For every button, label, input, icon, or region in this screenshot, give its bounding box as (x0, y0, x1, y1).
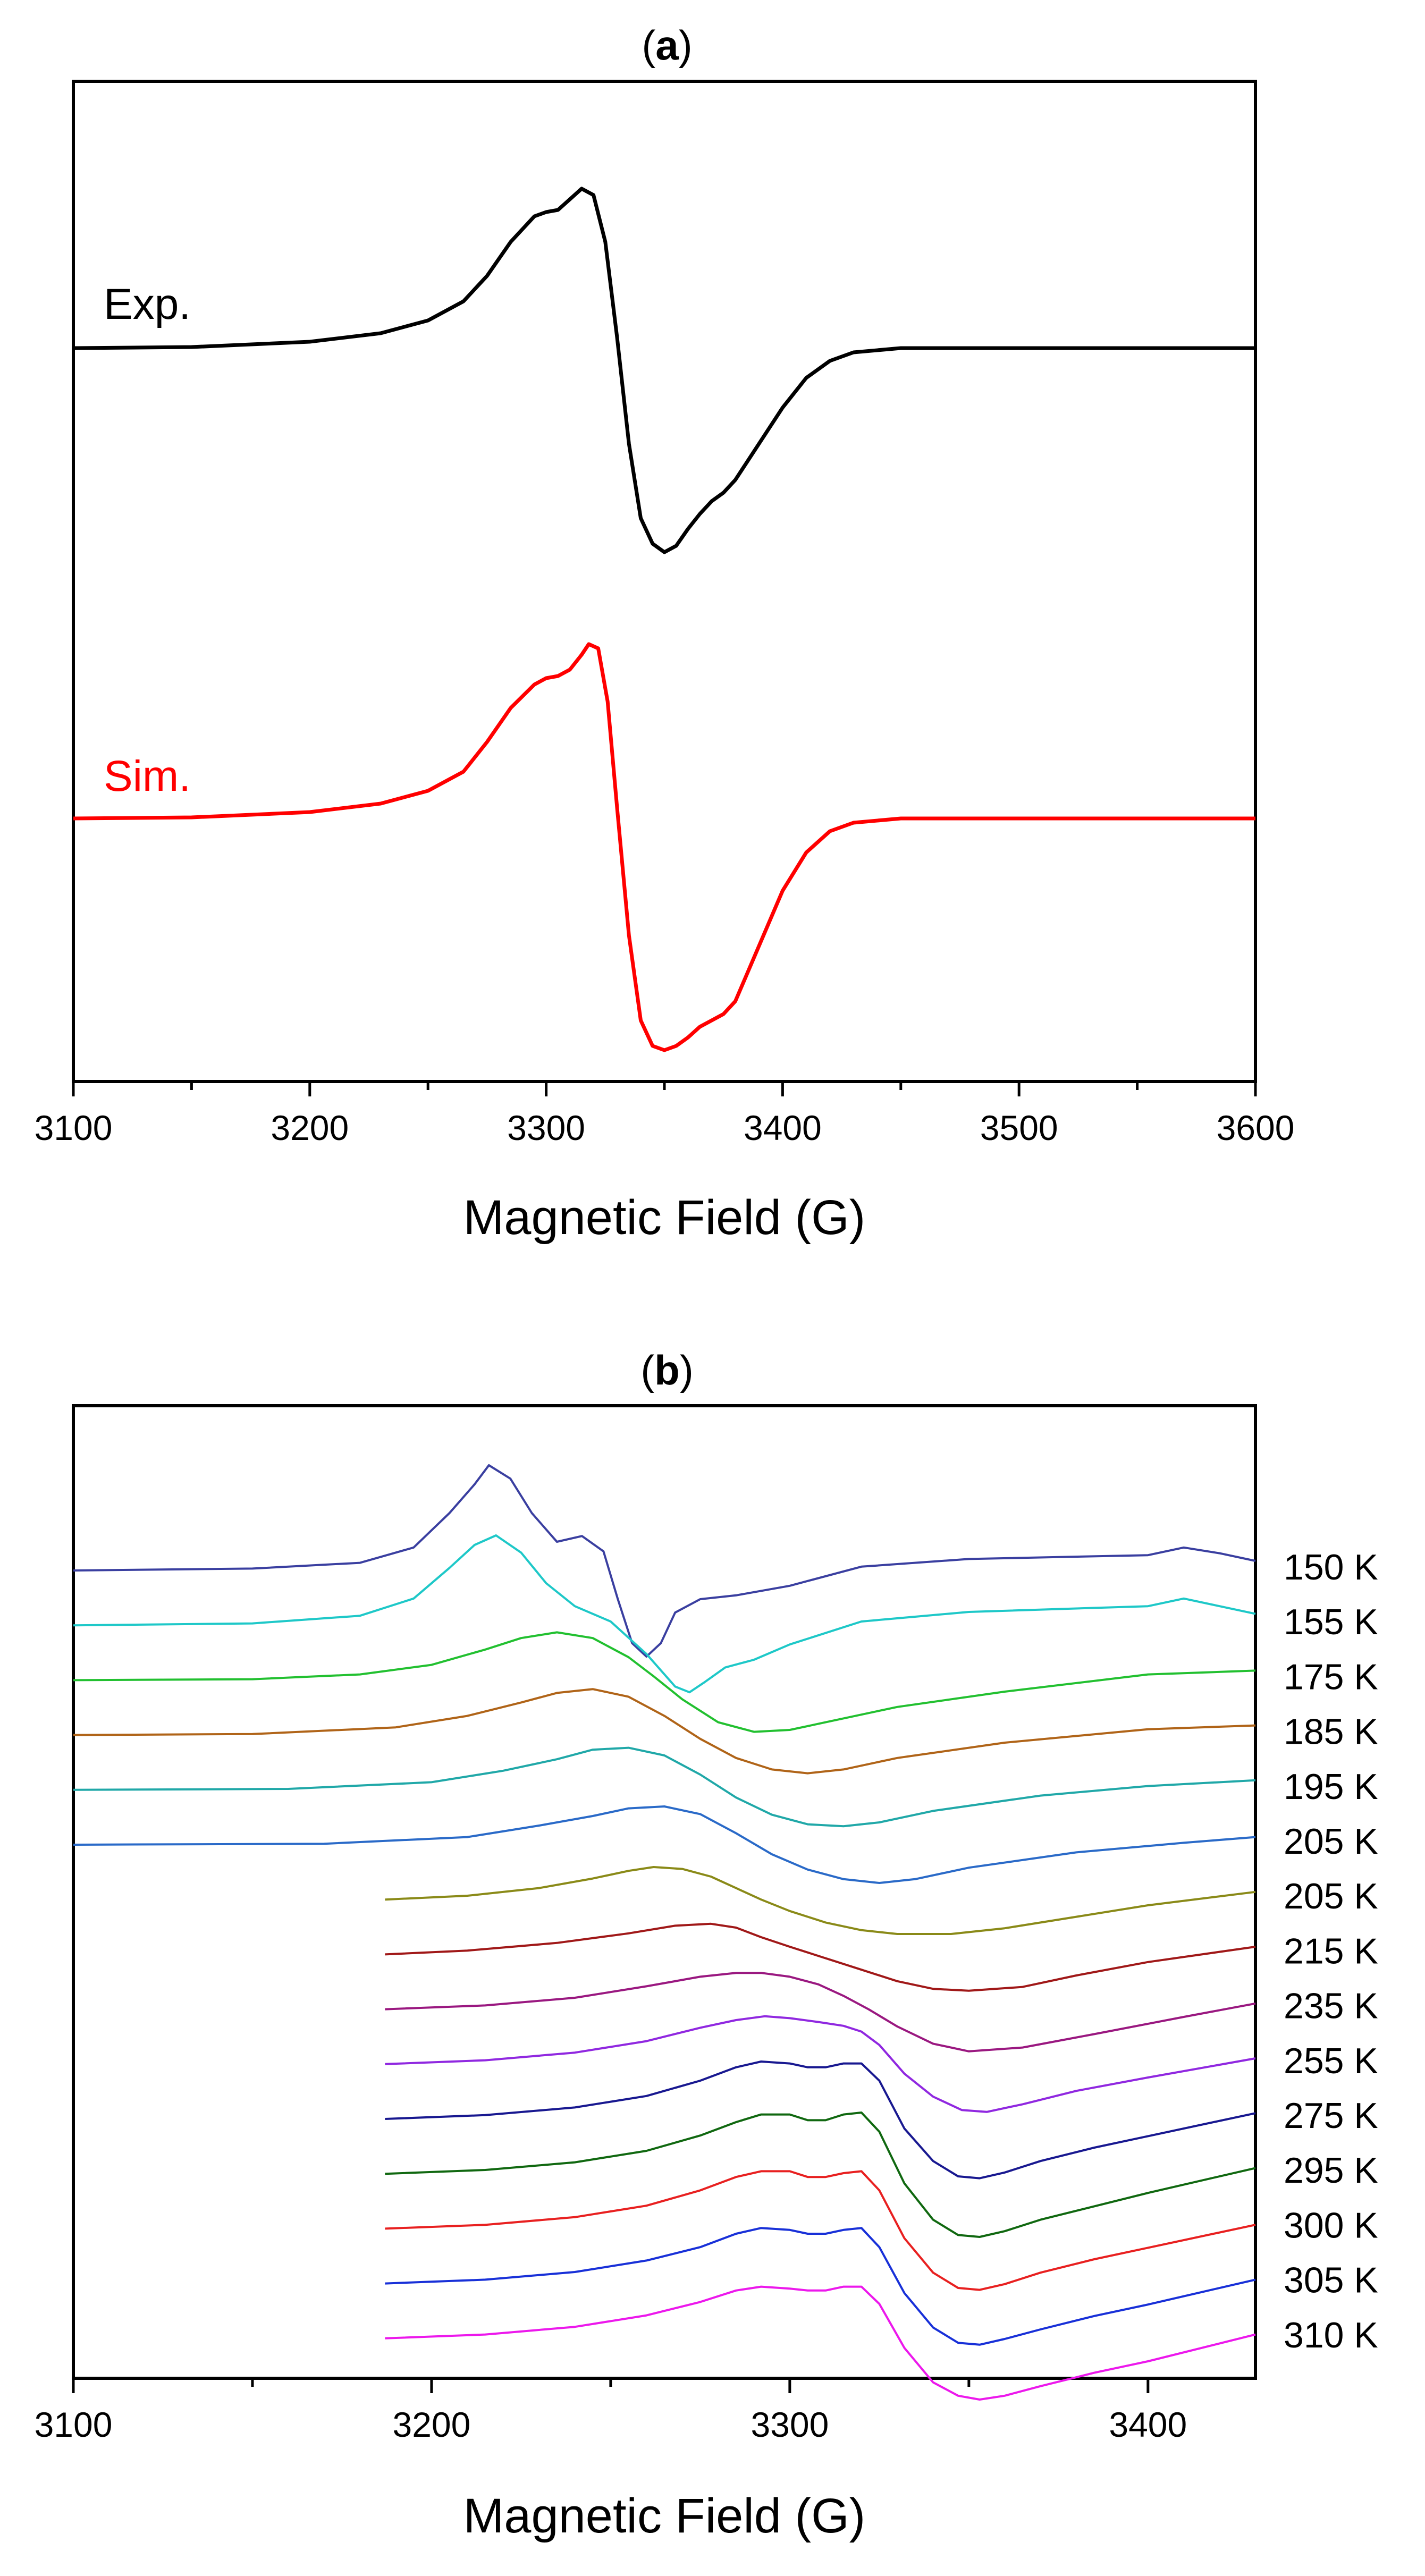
series-line (73, 1534, 1256, 1694)
series-label-sim: Sim. (104, 752, 191, 800)
panel-b-title: (b) (640, 1347, 694, 1393)
series-line (385, 1866, 1256, 1935)
series-label: 300 K (1284, 2205, 1378, 2245)
panel-a-series: Exp. Sim. (73, 187, 1255, 1052)
panel-b-series (73, 1464, 1256, 2401)
series-line (385, 2060, 1256, 2180)
series-line-sim (73, 642, 1255, 1052)
series-label: 275 K (1284, 2096, 1378, 2136)
series-line (73, 1688, 1256, 1775)
panel-letter: b (654, 1347, 680, 1393)
series-line (385, 2015, 1256, 2113)
x-tick-label: 3100 (35, 1108, 113, 1147)
x-tick-label: 3200 (271, 1108, 349, 1147)
x-tick-label: 3600 (1217, 1108, 1295, 1147)
panel-b-frame (72, 1404, 1257, 2380)
series-line (385, 2112, 1256, 2238)
panel-b-temperature-labels: 150 K 155 K 175 K 185 K 195 K 205 K 205 K 215 K… (1284, 1547, 1378, 2355)
panel-a-x-axis: 3100 3200 3300 3400 3500 3600 (35, 1082, 1295, 1147)
panel-a-x-axis-label: Magnetic Field (G) (463, 1190, 866, 1245)
series-label: 295 K (1284, 2150, 1378, 2191)
series-label: 205 K (1284, 1876, 1378, 1916)
series-line (385, 2170, 1256, 2291)
x-tick-label: 3300 (507, 1108, 585, 1147)
series-line (73, 1805, 1256, 1884)
x-tick-label: 3100 (35, 2405, 113, 2444)
panel-a-title: (a) (642, 22, 692, 69)
series-label: 155 K (1284, 1602, 1378, 1642)
series-line (73, 1464, 1256, 1658)
panel-b-x-axis-label: Magnetic Field (G) (463, 2489, 866, 2543)
x-tick-label: 3200 (393, 2405, 471, 2444)
x-tick-label: 3400 (744, 1108, 822, 1147)
series-line (385, 1922, 1256, 1992)
series-line (385, 1972, 1256, 2053)
series-label: 175 K (1284, 1657, 1378, 1697)
panel-b-x-axis: 3100 3200 3300 3400 (35, 2378, 1187, 2444)
x-tick-label: 3500 (980, 1108, 1058, 1147)
series-label: 255 K (1284, 2041, 1378, 2081)
series-label: 195 K (1284, 1767, 1378, 1807)
series-line (385, 2227, 1256, 2346)
panel-b: (b) 3100 3200 3300 3400 150 K 155 K 175 K 185 … (35, 1347, 1378, 2543)
series-label: 305 K (1284, 2260, 1378, 2301)
panel-a-frame (72, 80, 1257, 1083)
series-line (73, 1631, 1256, 1733)
series-label: 205 K (1284, 1821, 1378, 1862)
x-tick-label: 3400 (1109, 2405, 1187, 2444)
series-label: 150 K (1284, 1547, 1378, 1587)
series-line (385, 2285, 1256, 2401)
series-line (73, 1746, 1256, 1828)
series-label: 235 K (1284, 1986, 1378, 2026)
series-label-exp: Exp. (104, 280, 191, 328)
x-tick-label: 3300 (751, 2405, 829, 2444)
series-label: 310 K (1284, 2315, 1378, 2355)
panel-a: (a) 3100 3200 3300 3400 3500 3600 Exp. Sim. Ma… (35, 22, 1295, 1245)
series-label: 185 K (1284, 1712, 1378, 1752)
panel-letter: a (655, 22, 679, 69)
series-label: 215 K (1284, 1931, 1378, 1971)
series-line-exp (73, 187, 1255, 554)
